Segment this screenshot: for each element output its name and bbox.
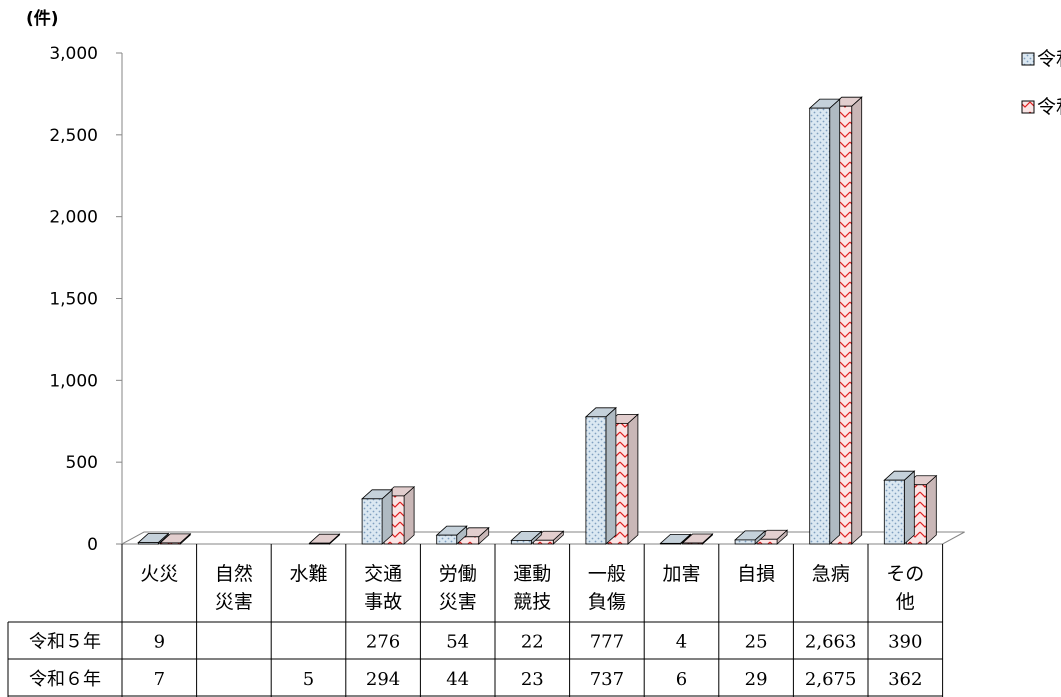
- legend-label: 令和６年: [1037, 96, 1061, 118]
- y-tick-label: 3,000: [49, 44, 98, 64]
- bar-front: [137, 542, 159, 545]
- table-cell-value: 5: [303, 669, 314, 690]
- table-cell-value: 22: [521, 632, 544, 653]
- category-label: 運動: [513, 563, 551, 585]
- row-label: 令和６年: [29, 669, 101, 690]
- category-label: 自然: [215, 563, 253, 585]
- bars: [137, 96, 938, 545]
- table-cell-value: 276: [366, 632, 400, 653]
- y-tick-label: 1,000: [49, 371, 98, 391]
- bar-front: [510, 539, 532, 545]
- y-tick-label: 1,500: [49, 290, 98, 310]
- table-cell-value: 2,675: [805, 669, 857, 690]
- category-label: 災害: [215, 591, 253, 613]
- category-label: 一般: [588, 563, 626, 585]
- category-label: 競技: [513, 591, 551, 613]
- table-cell-value: 44: [446, 669, 469, 690]
- bar-front: [436, 534, 458, 545]
- bar-side: [903, 470, 915, 545]
- bar-side: [925, 474, 937, 545]
- bar: [510, 530, 543, 545]
- table-cell-value: 23: [521, 669, 544, 690]
- category-label: 事故: [364, 591, 402, 613]
- table-cell-value: 4: [676, 632, 687, 653]
- bar: [361, 488, 394, 545]
- y-tick-label: 2,000: [49, 208, 98, 228]
- y-unit-label: (件): [26, 8, 59, 29]
- table-cell-value: 362: [888, 669, 922, 690]
- y-tick-label: 2,500: [49, 126, 98, 146]
- y-axis: 3,000 2,500 2,000 1,500 1,000 500 0: [49, 44, 123, 555]
- bar-front: [883, 479, 905, 545]
- category-label: 自損: [737, 563, 775, 585]
- category-label: 負傷: [588, 591, 626, 613]
- table-cell-value: 29: [745, 669, 768, 690]
- bar-front: [585, 416, 607, 545]
- legend-swatch: [1021, 100, 1035, 114]
- category-label: 他: [896, 591, 915, 613]
- row-label: 令和５年: [29, 632, 101, 653]
- bar-front: [159, 542, 181, 545]
- table-cell-value: 54: [446, 632, 469, 653]
- legend-label: 令和５年: [1037, 48, 1061, 70]
- table-cell-value: 2,663: [805, 632, 857, 653]
- bar: [159, 532, 192, 545]
- table-cell-value: 25: [745, 632, 768, 653]
- bar-front: [361, 498, 383, 545]
- bar-front: [309, 542, 330, 545]
- legend: 令和５年令和６年: [1021, 48, 1061, 118]
- category-label: 急病: [812, 563, 850, 585]
- bar-side: [403, 485, 415, 545]
- bar-side: [605, 406, 617, 545]
- category-label: その: [886, 563, 924, 585]
- bar-front: [809, 107, 831, 545]
- bar: [808, 98, 841, 545]
- bar-side: [851, 96, 863, 545]
- bar: [137, 532, 170, 545]
- bar-front: [532, 539, 554, 545]
- table-cell-value: 777: [590, 632, 624, 653]
- category-label: 火災: [140, 563, 178, 585]
- table-cell-value: 737: [590, 669, 624, 690]
- y-tick-label: 500: [66, 453, 98, 473]
- table-cell-value: 390: [888, 632, 922, 653]
- bar: [883, 470, 916, 545]
- table-cell-value: 6: [676, 669, 687, 690]
- legend-swatch: [1021, 52, 1035, 66]
- bar-front: [682, 542, 703, 545]
- bar-front: [660, 542, 681, 545]
- bar: [659, 533, 692, 545]
- y-tick-label: 0: [87, 535, 98, 555]
- bar: [584, 406, 617, 545]
- category-label: 水難: [289, 563, 327, 585]
- category-label: 交通: [364, 563, 402, 585]
- bar-side: [829, 98, 841, 545]
- table-cell-value: 7: [154, 669, 165, 690]
- bar-side: [627, 413, 639, 545]
- bar: [681, 533, 714, 545]
- bar: [734, 530, 767, 545]
- bar-front: [734, 539, 756, 545]
- table-cell-value: 9: [154, 632, 165, 653]
- category-label: 加害: [662, 563, 700, 585]
- table-cell-value: 294: [366, 669, 400, 690]
- category-label: 労働: [439, 563, 477, 585]
- bar: [308, 533, 341, 545]
- bar: [435, 525, 468, 545]
- category-label: 災害: [439, 591, 477, 613]
